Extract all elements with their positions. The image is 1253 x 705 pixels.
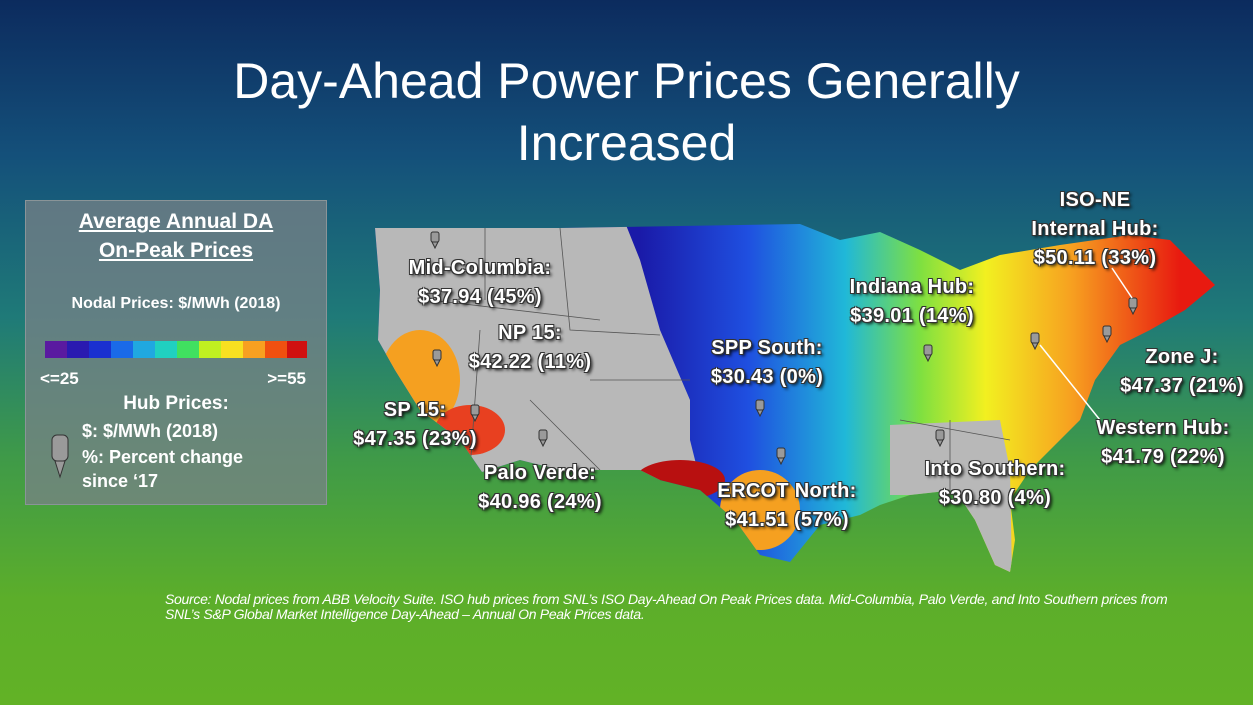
hub-label-line: $40.96 (24%) bbox=[478, 491, 602, 513]
hub-label-line: $47.35 (23%) bbox=[353, 428, 477, 450]
hub-label-line: Western Hub: bbox=[1096, 417, 1230, 439]
hub-pins bbox=[430, 231, 1138, 466]
hub-label-line: SP 15: bbox=[383, 399, 447, 421]
hub-label-line: $37.94 (45%) bbox=[418, 286, 542, 308]
hub-label-line: $41.79 (22%) bbox=[1101, 446, 1225, 468]
hub-label: SP 15: $47.35 (23%) bbox=[353, 396, 477, 454]
pin-icon bbox=[51, 434, 69, 479]
hub-label: NP 15: $42.22 (11%) bbox=[469, 319, 592, 377]
legend: Average Annual DA On-Peak Prices Nodal P… bbox=[25, 200, 327, 505]
legend-nodal: Nodal Prices: $/MWh (2018) bbox=[71, 295, 281, 312]
hub-label-line: Indiana Hub: bbox=[849, 276, 975, 298]
hub-label: Western Hub: $41.79 (22%) bbox=[1096, 414, 1229, 472]
hub-heading: Hub Prices: bbox=[123, 393, 229, 414]
legend-heading: Average Annual DA On-Peak Prices bbox=[78, 210, 274, 262]
hub-label: Indiana Hub: $39.01 (14%) bbox=[850, 273, 975, 331]
hub-label-line: $30.80 (4%) bbox=[938, 487, 1052, 509]
hub-label: Zone J: $47.37 (21%) bbox=[1120, 343, 1244, 401]
hub-label: ISO-NE Internal Hub: $50.11 (33%) bbox=[1031, 186, 1158, 273]
hub-label-line: $50.11 (33%) bbox=[1033, 247, 1157, 269]
hub-label-line: Internal Hub: bbox=[1031, 218, 1159, 240]
hub-label: ERCOT North: $41.51 (57%) bbox=[717, 477, 856, 535]
hub-label-line: Mid-Columbia: bbox=[408, 257, 552, 279]
scale-low: <=25 bbox=[40, 369, 79, 388]
hub-label: Mid-Columbia: $37.94 (45%) bbox=[409, 254, 552, 312]
hub-label-line: $41.51 (57%) bbox=[725, 509, 849, 531]
title: Day-Ahead Power Prices Generally Increas… bbox=[233, 53, 1020, 171]
hub-change-note: %: Percent change since ‘17 bbox=[82, 447, 244, 491]
hub-label: Palo Verde: $40.96 (24%) bbox=[478, 459, 602, 517]
hub-label-line: ERCOT North: bbox=[717, 480, 857, 502]
hub-label-line: ISO-NE bbox=[1059, 189, 1131, 211]
hub-label-line: Into Southern: bbox=[924, 458, 1066, 480]
color-scale bbox=[45, 341, 307, 358]
hub-label-line: $30.43 (0%) bbox=[710, 366, 824, 388]
hub-label: Into Southern: $30.80 (4%) bbox=[925, 455, 1066, 513]
hub-label-line: SPP South: bbox=[711, 337, 823, 359]
hub-price-note: $: $/MWh (2018) bbox=[82, 421, 219, 441]
hub-label-line: $42.22 (11%) bbox=[468, 351, 592, 373]
source-note: Source: Nodal prices from ABB Velocity S… bbox=[165, 591, 1168, 622]
hub-label-line: $47.37 (21%) bbox=[1120, 375, 1244, 397]
hub-label-line: Zone J: bbox=[1145, 346, 1219, 368]
hub-label-line: NP 15: bbox=[498, 322, 562, 344]
hub-label-line: Palo Verde: bbox=[483, 462, 597, 484]
leader-lines bbox=[1039, 267, 1133, 421]
hub-label: SPP South: $30.43 (0%) bbox=[711, 334, 823, 392]
hub-label-line: $39.01 (14%) bbox=[850, 305, 974, 327]
scale-high: >=55 bbox=[267, 369, 306, 388]
